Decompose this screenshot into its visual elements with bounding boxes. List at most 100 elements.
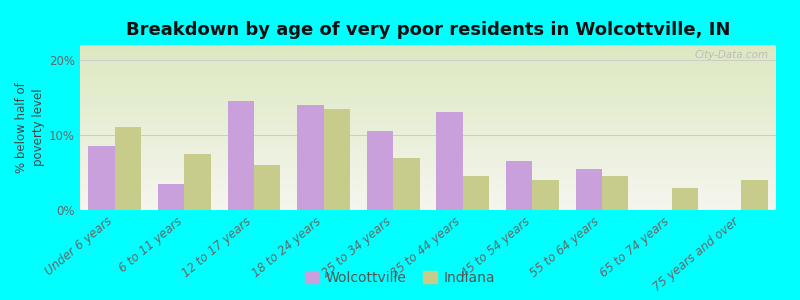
Bar	[80, 152, 776, 154]
Bar	[80, 104, 776, 106]
Bar	[80, 149, 776, 151]
Bar	[88, 146, 115, 210]
Bar	[80, 46, 776, 48]
Bar	[80, 103, 776, 104]
Bar	[80, 134, 776, 136]
Bar	[80, 71, 776, 73]
Bar	[80, 202, 776, 203]
Bar	[80, 88, 776, 89]
Bar	[80, 188, 776, 190]
Bar	[80, 56, 776, 58]
Bar	[80, 178, 776, 180]
Bar	[80, 185, 776, 187]
Bar	[80, 141, 776, 142]
Bar	[80, 75, 776, 76]
Bar	[394, 158, 420, 210]
Bar	[80, 177, 776, 178]
Title: Breakdown by age of very poor residents in Wolcottville, IN: Breakdown by age of very poor residents …	[126, 21, 730, 39]
Bar	[80, 93, 776, 94]
Bar	[506, 161, 533, 210]
Bar	[80, 132, 776, 134]
Bar	[80, 121, 776, 122]
Bar	[80, 101, 776, 103]
Bar	[80, 170, 776, 172]
Bar	[80, 76, 776, 78]
Bar	[80, 114, 776, 116]
Bar	[80, 155, 776, 157]
Bar	[463, 176, 490, 210]
Legend: Wolcottville, Indiana: Wolcottville, Indiana	[299, 265, 501, 290]
Bar	[80, 89, 776, 91]
Bar	[80, 137, 776, 139]
Bar	[80, 68, 776, 70]
Bar	[80, 184, 776, 185]
Bar	[80, 182, 776, 184]
Bar	[80, 96, 776, 98]
Bar	[80, 154, 776, 155]
Bar	[80, 167, 776, 169]
Bar	[80, 65, 776, 66]
Bar	[80, 207, 776, 208]
Bar	[80, 50, 776, 52]
Bar	[80, 151, 776, 152]
Bar	[80, 78, 776, 80]
Y-axis label: % below half of
poverty level: % below half of poverty level	[15, 82, 45, 173]
Bar	[80, 122, 776, 124]
Bar	[80, 172, 776, 174]
Bar	[80, 164, 776, 165]
Bar	[80, 119, 776, 121]
Bar	[80, 108, 776, 109]
Bar	[80, 199, 776, 200]
Bar	[80, 70, 776, 71]
Bar	[80, 187, 776, 188]
Bar	[80, 91, 776, 93]
Bar	[80, 194, 776, 195]
Bar	[80, 73, 776, 75]
Bar	[80, 48, 776, 50]
Bar	[158, 184, 185, 210]
Bar	[575, 169, 602, 210]
Bar	[80, 159, 776, 160]
Bar	[115, 128, 142, 210]
Bar	[80, 162, 776, 164]
Bar	[80, 106, 776, 108]
Bar	[80, 55, 776, 56]
Bar	[533, 180, 559, 210]
Bar	[80, 129, 776, 131]
Bar	[80, 165, 776, 167]
Bar	[80, 111, 776, 112]
Bar	[80, 174, 776, 175]
Bar	[366, 131, 394, 210]
Bar	[80, 146, 776, 147]
Bar	[80, 169, 776, 170]
Bar	[80, 98, 776, 99]
Bar	[80, 147, 776, 149]
Bar	[227, 101, 254, 210]
Bar	[80, 136, 776, 137]
Bar	[80, 80, 776, 81]
Bar	[671, 188, 698, 210]
Bar	[80, 81, 776, 83]
Bar	[184, 154, 211, 210]
Bar	[80, 175, 776, 177]
Bar	[80, 180, 776, 182]
Bar	[80, 126, 776, 128]
Bar	[80, 66, 776, 68]
Bar	[80, 144, 776, 146]
Bar	[80, 86, 776, 88]
Bar	[80, 94, 776, 96]
Bar	[80, 205, 776, 207]
Bar	[80, 157, 776, 159]
Bar	[80, 60, 776, 61]
Bar	[80, 116, 776, 118]
Bar	[297, 105, 323, 210]
Bar	[80, 197, 776, 199]
Bar	[80, 128, 776, 129]
Bar	[80, 208, 776, 210]
Bar	[80, 118, 776, 119]
Bar	[80, 53, 776, 55]
Bar	[80, 195, 776, 197]
Bar	[80, 124, 776, 126]
Bar	[80, 139, 776, 141]
Bar	[323, 109, 350, 210]
